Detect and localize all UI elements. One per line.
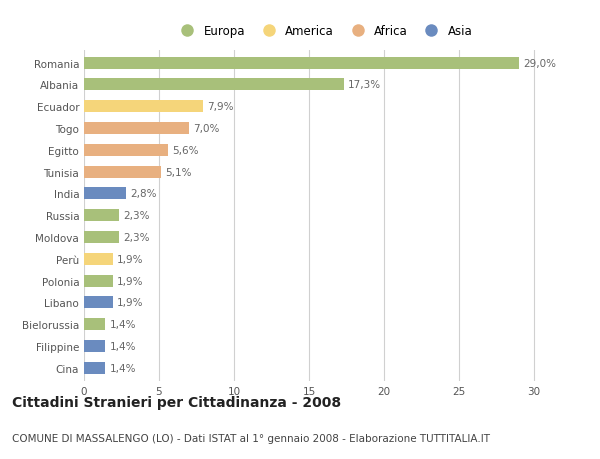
Text: 5,1%: 5,1% (165, 167, 191, 177)
Bar (84, 340, 105, 352)
Text: 5,6%: 5,6% (173, 146, 199, 156)
Text: 1,9%: 1,9% (117, 254, 143, 264)
Text: 29,0%: 29,0% (523, 59, 557, 68)
Bar (84, 253, 113, 265)
Bar (84, 188, 126, 200)
Bar (84, 145, 168, 157)
Bar (84, 166, 161, 178)
Text: 17,3%: 17,3% (348, 80, 381, 90)
Text: 2,3%: 2,3% (123, 232, 149, 242)
Bar (84, 275, 113, 287)
Text: 1,9%: 1,9% (117, 298, 143, 308)
Text: 1,4%: 1,4% (110, 341, 136, 351)
Text: 7,9%: 7,9% (207, 102, 233, 112)
Text: 7,0%: 7,0% (193, 124, 220, 134)
Text: 2,8%: 2,8% (131, 189, 157, 199)
Bar (84, 123, 189, 135)
Bar (84, 57, 519, 69)
Bar (84, 319, 105, 330)
Legend: Europa, America, Africa, Asia: Europa, America, Africa, Asia (172, 21, 476, 41)
Text: 1,4%: 1,4% (110, 363, 136, 373)
Text: 2,3%: 2,3% (123, 211, 149, 221)
Text: 1,9%: 1,9% (117, 276, 143, 286)
Bar (84, 210, 119, 222)
Text: COMUNE DI MASSALENGO (LO) - Dati ISTAT al 1° gennaio 2008 - Elaborazione TUTTITA: COMUNE DI MASSALENGO (LO) - Dati ISTAT a… (12, 433, 490, 442)
Bar (84, 297, 113, 308)
Text: Cittadini Stranieri per Cittadinanza - 2008: Cittadini Stranieri per Cittadinanza - 2… (12, 395, 341, 409)
Bar (84, 79, 343, 91)
Bar (84, 231, 119, 243)
Bar (84, 362, 105, 374)
Bar (84, 101, 203, 113)
Text: 1,4%: 1,4% (110, 319, 136, 330)
